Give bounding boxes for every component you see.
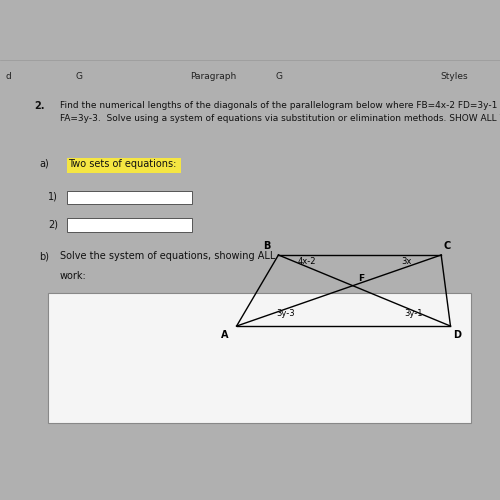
- Text: F: F: [358, 274, 364, 282]
- Text: 4x-2: 4x-2: [298, 258, 316, 266]
- FancyBboxPatch shape: [67, 158, 181, 173]
- Text: b): b): [39, 251, 49, 261]
- Text: C: C: [444, 242, 451, 252]
- Text: Paragraph: Paragraph: [190, 72, 236, 80]
- Text: G: G: [275, 72, 282, 80]
- Text: 3y-1: 3y-1: [404, 309, 422, 318]
- Text: 1): 1): [48, 192, 58, 202]
- Text: 3y-3: 3y-3: [276, 309, 294, 318]
- Text: Solve the system of equations, showing ALL: Solve the system of equations, showing A…: [60, 251, 275, 261]
- Text: 2): 2): [48, 220, 58, 230]
- Text: D: D: [453, 330, 461, 340]
- Text: B: B: [262, 242, 270, 252]
- Text: Two sets of equations:: Two sets of equations:: [68, 158, 176, 168]
- Text: 2.: 2.: [34, 101, 45, 111]
- Text: work:: work:: [60, 271, 86, 281]
- Text: G: G: [75, 72, 82, 80]
- FancyBboxPatch shape: [67, 218, 192, 232]
- FancyBboxPatch shape: [67, 190, 192, 204]
- Text: A: A: [220, 330, 228, 340]
- FancyBboxPatch shape: [48, 292, 472, 423]
- Text: 3x: 3x: [401, 258, 411, 266]
- Text: a): a): [39, 158, 48, 168]
- Text: d: d: [5, 72, 11, 80]
- Text: Styles: Styles: [440, 72, 468, 80]
- Text: Find the numerical lengths of the diagonals of the parallelogram below where FB=: Find the numerical lengths of the diagon…: [60, 101, 500, 123]
